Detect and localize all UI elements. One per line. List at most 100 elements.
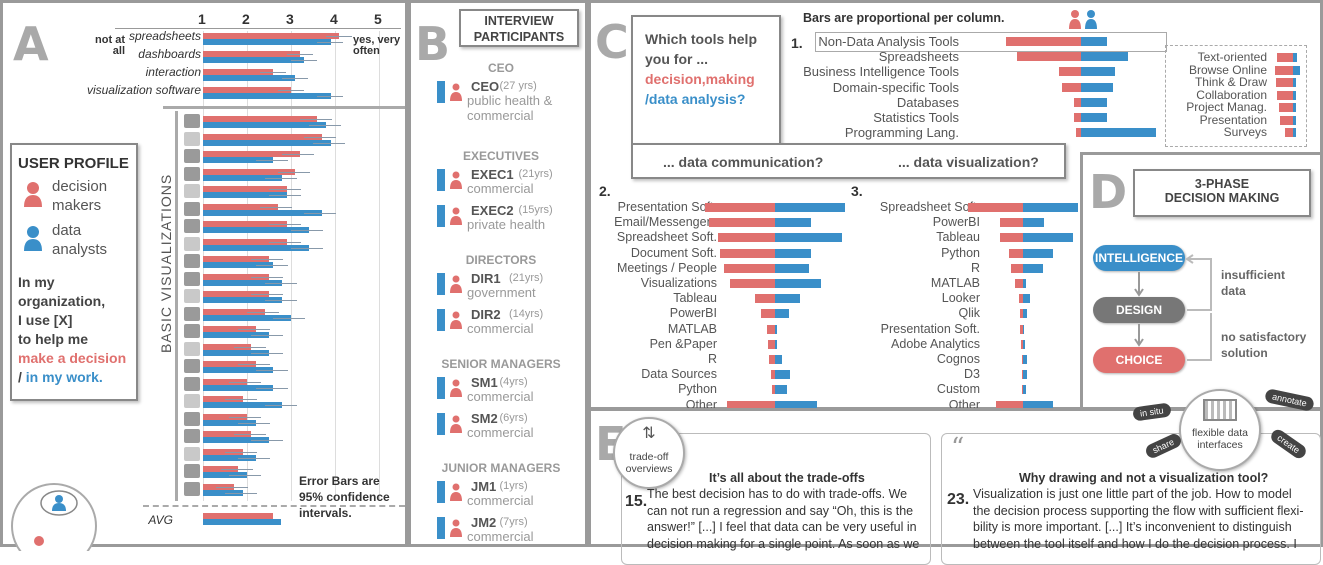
tools-question: Which tools help you for ... decision,ma… [645,29,780,109]
q15-text: The best decision has to do with trade-o… [647,486,927,552]
top-divider [163,106,405,109]
q15-title: It’s all about the trade-offs [709,471,865,485]
q23-title: Why drawing and not a visualization tool… [1019,471,1269,485]
tool-label: Custom [936,382,980,397]
question-line-2: I use [X] [18,312,73,328]
participant-id: JM1 [471,479,497,494]
viz-bar-da [203,122,327,128]
user-profile-box: USER PROFILE decision makers data analys… [10,143,138,401]
participants-title: INTERVIEW PARTICIPANTS [473,14,565,44]
viz-err-da [251,440,284,441]
viz-row-icon [184,359,200,373]
participant-years: (21yrs) [518,168,553,180]
section1-num: 1. [791,35,803,51]
participant-field: private health [467,217,546,232]
viz-row-icon [184,376,200,391]
participant-person-icon [450,519,462,537]
viz-row-icon [184,341,200,356]
viz-err-dm [216,486,249,488]
participant-id: CEO [471,79,500,94]
tools-question-blue: /data analysis? [645,91,746,107]
question-blue-line: / in my work. [18,368,138,387]
viz-row-icon [184,254,200,268]
viz-err-dm [225,399,257,400]
tool-bar-da [1023,370,1028,380]
viz-err-da [291,230,323,231]
avg-label: AVG [148,513,173,527]
viz-bar-da [203,227,309,233]
tools-question-2: you for ... [645,51,708,67]
viz-err-dm [260,206,293,208]
panel-b-letter: B [415,17,451,71]
viz-row-icon [184,184,200,198]
tool-label: Pen &Paper [649,336,717,351]
viz-row-icon [184,481,200,496]
panel-d-letter: D [1089,165,1128,219]
viz-bar-dm [203,413,247,420]
avg-bar-dm [203,513,273,519]
viz-bar-da [203,244,309,251]
tool-bar-da [1023,339,1025,349]
scale-tick: 1 [198,11,206,27]
tool-bar-dm [1278,103,1293,112]
participant-field: commercial [467,425,534,440]
viz-bar-da [203,209,322,216]
viz-bar-da [203,419,256,426]
viz-err-da [264,300,297,301]
legend-people-icon [1069,10,1097,29]
participant-bar-icon [437,273,445,295]
viz-bar-dm [203,238,287,245]
tool-bar-dm [705,203,775,212]
viz-err-da [264,405,297,406]
legend-da: data analysts [52,222,108,258]
tool-label: PowerBI [932,215,980,230]
phase-title-box: 3-PHASE DECISION MAKING [1133,169,1311,217]
profile-question: In my organization, I use [X] to help me… [18,273,138,387]
viz-bar-dm [203,396,243,402]
phase-title-1: 3-PHASE [1194,177,1250,191]
tool-label: Tableau [936,230,980,245]
decision-maker-icon [24,182,42,207]
participant-years: (27 yrs) [499,80,537,92]
question-slash: / [18,369,22,385]
user-profile-title: USER PROFILE [18,155,129,172]
quote-line: The best decision has to do with trade-o… [647,487,908,501]
viz-err-dm [229,416,262,418]
participant-bar-icon [437,377,445,399]
tool-bar-da [775,385,787,395]
tool-bar-da [775,279,821,288]
viz-err-da [308,125,341,126]
tool-bar-da [1023,279,1026,288]
tool-label: Spreadsheet Soft. [879,200,980,214]
participant-group-heading: DIRECTORS [465,253,537,267]
tool-bar-dm [761,309,775,319]
quote-line: bility is more important. [...] It’s inc… [973,520,1292,534]
viz-row-icon [184,464,200,478]
thinking-avatar-icon [11,483,97,551]
tool-bar-da [775,233,843,243]
viz-err-da [238,457,271,459]
tool-label: Tableau [673,291,717,306]
tool-bar-da [1081,128,1156,138]
participant-group-heading: CEO [487,61,514,75]
q15-num: 15. [625,493,648,510]
participant-person-icon [450,415,462,433]
avg-divider [143,505,405,509]
tool-label: Surveys [1223,125,1267,139]
tool-label: R [707,352,717,366]
tool-bar-da [1081,82,1113,92]
viz-err-da [255,160,288,161]
vis-question: ... data visualization? [898,154,1039,170]
participant-bar-icon [437,309,445,331]
top-bar-dm [203,51,300,57]
tool-bar-da [1023,263,1043,273]
tool-bar-dm [1009,248,1023,258]
viz-err-dm [238,329,271,330]
question-red: make a decision [18,350,127,366]
viz-err-da [255,265,288,266]
panel-c: C Which tools help you for ... decision,… [588,0,1323,412]
q23-num: 23. [947,491,970,508]
top-err-dm [326,36,353,37]
tool-bar-da [1023,324,1025,334]
participant-id: EXEC2 [471,203,514,218]
